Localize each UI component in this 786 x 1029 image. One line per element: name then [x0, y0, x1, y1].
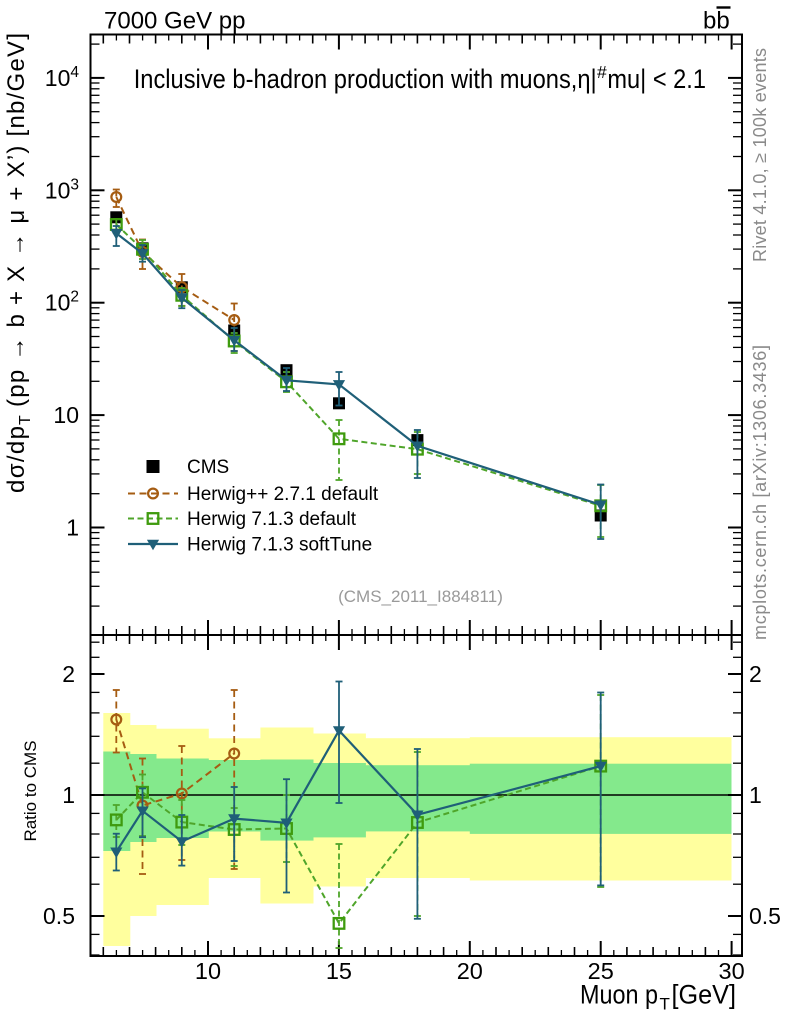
svg-text:30: 30: [719, 958, 745, 984]
svg-text:1: 1: [749, 782, 762, 808]
svg-text:7000 GeV pp: 7000 GeV pp: [104, 8, 245, 35]
svg-text:Muon p: Muon p: [580, 979, 658, 1009]
svg-text:T: T: [660, 995, 670, 1014]
svg-text:0.5: 0.5: [43, 903, 75, 929]
svg-text:bb: bb: [703, 8, 730, 35]
svg-text:Inclusive b-hadron production: Inclusive b-hadron production with muons…: [134, 64, 597, 94]
svg-text:103: 103: [45, 176, 79, 203]
svg-text:T: T: [17, 415, 34, 425]
svg-text:1: 1: [62, 782, 75, 808]
svg-text:mcplots.cern.ch [arXiv:1306.34: mcplots.cern.ch [arXiv:1306.3436]: [750, 345, 770, 640]
svg-text:mu| < 2.1: mu| < 2.1: [607, 64, 706, 94]
svg-text:15: 15: [326, 958, 352, 984]
svg-text:CMS: CMS: [187, 457, 229, 478]
svg-text:#: #: [597, 62, 607, 82]
svg-text:102: 102: [45, 289, 79, 316]
svg-text:Herwig++ 2.7.1 default: Herwig++ 2.7.1 default: [187, 484, 379, 505]
svg-text:(pp → b + X → μ + X’) [nb/GeV]: (pp → b + X → μ + X’) [nb/GeV]: [3, 33, 30, 407]
svg-text:dσ/dp: dσ/dp: [3, 426, 30, 493]
svg-text:10: 10: [195, 958, 221, 984]
svg-text:Ratio to CMS: Ratio to CMS: [21, 740, 40, 841]
svg-text:2: 2: [62, 661, 75, 687]
svg-text:1: 1: [66, 515, 79, 541]
svg-text:20: 20: [457, 958, 483, 984]
svg-text:Herwig 7.1.3 softTune: Herwig 7.1.3 softTune: [187, 535, 372, 556]
svg-text:0.5: 0.5: [749, 903, 781, 929]
svg-text:[GeV]: [GeV]: [672, 979, 737, 1009]
svg-text:104: 104: [45, 64, 80, 91]
svg-text:25: 25: [588, 958, 614, 984]
svg-text:Herwig 7.1.3 default: Herwig 7.1.3 default: [187, 509, 357, 530]
svg-text:2: 2: [749, 661, 762, 687]
svg-text:(CMS_2011_I884811): (CMS_2011_I884811): [338, 587, 503, 606]
svg-text:10: 10: [53, 402, 79, 428]
svg-text:Rivet 4.1.0, ≥ 100k events: Rivet 4.1.0, ≥ 100k events: [750, 48, 770, 262]
